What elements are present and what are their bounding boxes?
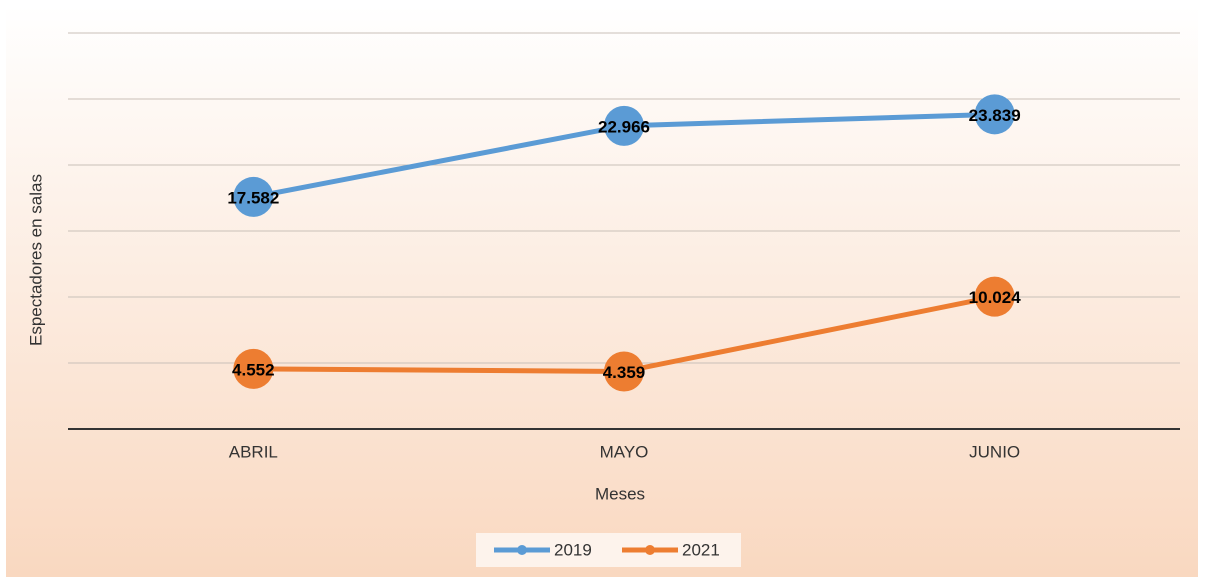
- legend-marker: [517, 545, 527, 555]
- marker: [604, 105, 644, 146]
- marker: [233, 176, 274, 217]
- legend-marker: [645, 545, 655, 555]
- value-label: 4.552: [232, 360, 275, 379]
- marker: [974, 94, 1015, 135]
- x-axis-title: Meses: [595, 484, 645, 503]
- y-axis-title: Espectadores en salas: [26, 174, 45, 346]
- x-tick-label: MAYO: [600, 442, 649, 461]
- value-label: 22.966: [598, 117, 650, 136]
- x-tick-label: JUNIO: [969, 442, 1020, 461]
- x-tick-label: ABRIL: [229, 442, 278, 461]
- value-label: 4.359: [603, 363, 646, 382]
- legend-label: 2021: [682, 540, 720, 559]
- value-label: 23.839: [969, 106, 1021, 125]
- marker: [604, 351, 644, 392]
- value-label: 10.024: [969, 288, 1022, 307]
- marker: [233, 348, 274, 389]
- value-label: 17.582: [227, 188, 279, 207]
- legend-label: 2019: [554, 540, 592, 559]
- marker: [974, 276, 1015, 317]
